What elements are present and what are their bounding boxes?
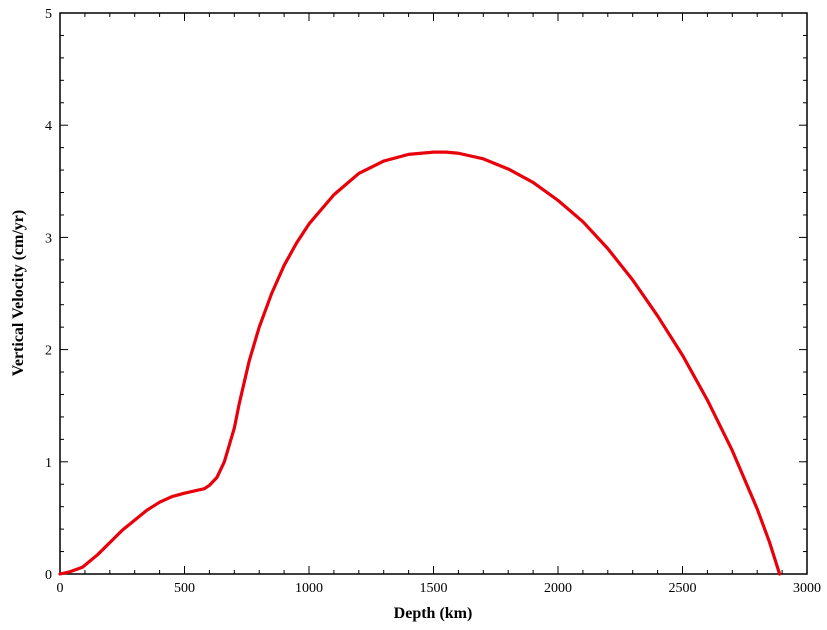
tick-labels: 0 500 1000 1500 2000 2500 3000 0 1 2 3 4 5 — [45, 7, 821, 596]
y-tick-label: 4 — [45, 119, 52, 134]
x-tick-label: 1500 — [420, 581, 448, 596]
x-tick-label: 3000 — [793, 581, 821, 596]
y-tick-label: 0 — [45, 568, 52, 583]
plot-frame — [59, 12, 808, 575]
y-tick-label: 3 — [45, 231, 52, 246]
y-tick-label: 2 — [45, 344, 52, 359]
x-tick-label: 2500 — [669, 581, 697, 596]
x-tick-label: 500 — [174, 581, 195, 596]
ticks — [59, 12, 808, 575]
series-line — [58, 150, 782, 576]
x-tick-label: 0 — [57, 581, 64, 596]
x-tick-label: 1000 — [295, 581, 323, 596]
x-tick-label: 2000 — [544, 581, 572, 596]
y-tick-label: 5 — [45, 7, 52, 22]
x-axis-title: Depth (km) — [394, 605, 473, 622]
y-axis-title: Vertical Velocity (cm/yr) — [10, 210, 27, 376]
y-tick-label: 1 — [45, 456, 52, 471]
